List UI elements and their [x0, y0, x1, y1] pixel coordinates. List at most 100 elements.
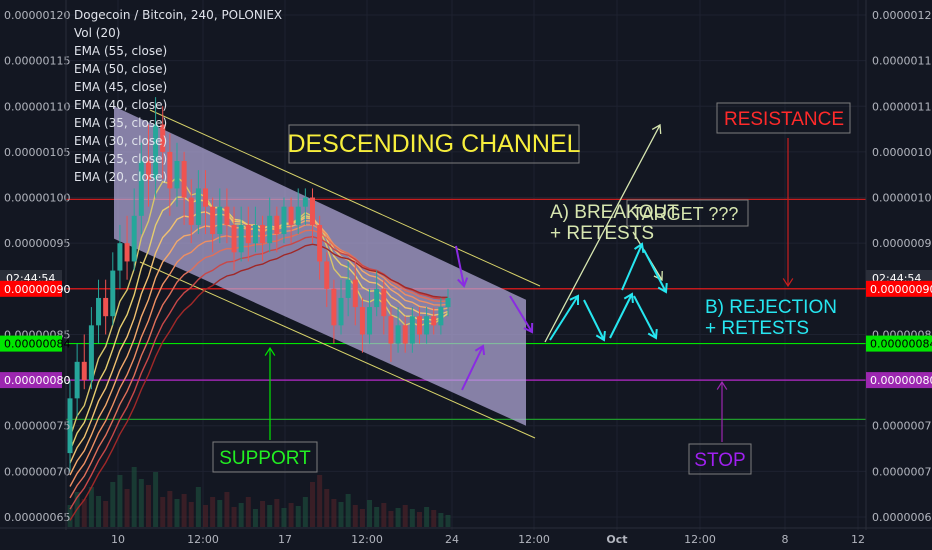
volume-bar: [96, 496, 102, 527]
candle-body: [145, 161, 151, 180]
indicator-ema-55[interactable]: EMA (55, close): [74, 44, 168, 58]
candle-body: [295, 206, 301, 225]
candle-body: [138, 161, 144, 216]
volume-bar: [438, 513, 444, 527]
right-price-tick: 0.00000115: [872, 55, 932, 68]
rejection-arrow: [643, 249, 667, 293]
volume-bar: [131, 467, 137, 527]
candle-body: [88, 325, 94, 381]
right-price-tick: 0.00000120: [872, 9, 932, 22]
right-price-axis[interactable]: 0.00000120 0.00000115 0.00000110 0.00000105…: [865, 0, 932, 530]
indicator-ema-50[interactable]: EMA (50, close): [74, 62, 168, 76]
candle-body: [409, 316, 415, 344]
indicator-ema-25[interactable]: EMA (25, close): [74, 152, 168, 166]
price-badge: [866, 280, 932, 297]
candle-body: [231, 224, 237, 253]
price-badge: [866, 335, 932, 352]
candle-body: [388, 316, 394, 344]
rejection-arrow-head: [633, 242, 645, 254]
candle-body: [67, 398, 73, 454]
volume-bar: [117, 475, 123, 527]
volume-bar: [138, 479, 144, 527]
rejection-arrow: [621, 243, 643, 291]
candle-body: [381, 288, 387, 317]
volume-bar: [367, 500, 373, 527]
scenario-b-line1: B) REJECTION: [705, 297, 837, 318]
volume-bar: [245, 497, 251, 527]
price-badge: [866, 372, 932, 389]
ema-line: [69, 243, 449, 521]
candle-body: [195, 188, 201, 225]
time-tick: Oct: [606, 533, 627, 546]
volume-bar: [302, 497, 308, 527]
indicator-ema-30[interactable]: EMA (30, close): [74, 134, 168, 148]
rejection-arrow-head: [647, 328, 658, 340]
target-label-box: [626, 199, 749, 227]
candle-body: [416, 316, 422, 335]
indicator-vol[interactable]: Vol (20): [74, 26, 121, 40]
left-price-tick: 0.00000110: [4, 100, 70, 113]
volume-bar: [110, 482, 116, 527]
right-price-tick: 0.00000105: [872, 146, 932, 159]
candle-body: [302, 197, 308, 207]
candle-body: [445, 297, 451, 308]
rejection-arrow: [583, 299, 605, 341]
volume-bar: [224, 492, 230, 527]
candle-body: [74, 361, 80, 399]
stop-label-box: [688, 443, 752, 475]
candle-body: [402, 325, 408, 344]
chart-legend: Dogecoin / Bitcoin, 240, POLONIEX Vol (2…: [74, 6, 282, 186]
volume-bar: [210, 497, 216, 527]
volume-bar: [281, 508, 287, 527]
volume-bar: [445, 515, 451, 527]
volume-bar: [324, 489, 330, 527]
candle-body: [331, 288, 337, 326]
target-arrow-head: [653, 270, 663, 282]
ema-line: [69, 219, 449, 476]
right-price-tick: 0.00000065: [872, 511, 932, 524]
candle-body: [281, 206, 287, 235]
candle-body: [374, 288, 380, 308]
volume-bar: [174, 499, 180, 527]
candle-body: [110, 270, 116, 317]
time-axis[interactable]: 10 12:00 17 12:00 24 12:00 Oct 12:00 8 12: [0, 527, 932, 546]
volume-bar: [288, 503, 294, 527]
candle-body: [252, 224, 258, 244]
resistance-arrow-head: [782, 278, 794, 288]
left-price-axis: 0.00000120 0.00000115 0.00000110 0.00000105…: [0, 0, 70, 530]
candle-body: [153, 124, 159, 180]
volume-bars: [67, 467, 451, 527]
channel-label: DESCENDING CHANNEL: [287, 130, 580, 158]
price-path-arrow: [455, 245, 465, 287]
candle-body: [117, 243, 123, 271]
symbol-title[interactable]: Dogecoin / Bitcoin, 240, POLONIEX: [74, 8, 283, 22]
price-badge: [0, 372, 62, 389]
resistance-label-box: [716, 102, 851, 134]
indicator-ema-45[interactable]: EMA (45, close): [74, 80, 168, 94]
indicator-ema-40[interactable]: EMA (40, close): [74, 98, 168, 112]
time-tick: 10: [111, 533, 125, 546]
volume-bar: [338, 502, 344, 527]
candle-body: [431, 316, 437, 326]
rejection-arrow-head: [623, 292, 634, 304]
right-price-tick: 0.00000110: [872, 100, 932, 113]
volume-bar: [416, 512, 422, 527]
indicator-ema-20[interactable]: EMA (20, close): [74, 170, 168, 184]
candle-body: [317, 224, 323, 262]
time-tick: 12: [851, 533, 865, 546]
candle-body: [352, 279, 358, 308]
candle-body: [338, 297, 344, 326]
candle-body: [260, 224, 266, 244]
left-price-tick: 0.00000075: [4, 420, 70, 433]
candle-body: [160, 124, 166, 152]
scenario-a-line2: + RETESTS: [550, 223, 654, 244]
indicator-ema-35[interactable]: EMA (35, close): [74, 116, 168, 130]
volume-bar: [409, 509, 415, 527]
candle-body: [203, 188, 209, 207]
candle-body: [238, 224, 244, 253]
right-price-tick: 0.00000095: [872, 237, 932, 250]
price-badge-text: 0.00000084: [870, 338, 932, 351]
candle-body: [359, 307, 365, 335]
time-tick: 8: [782, 533, 789, 546]
